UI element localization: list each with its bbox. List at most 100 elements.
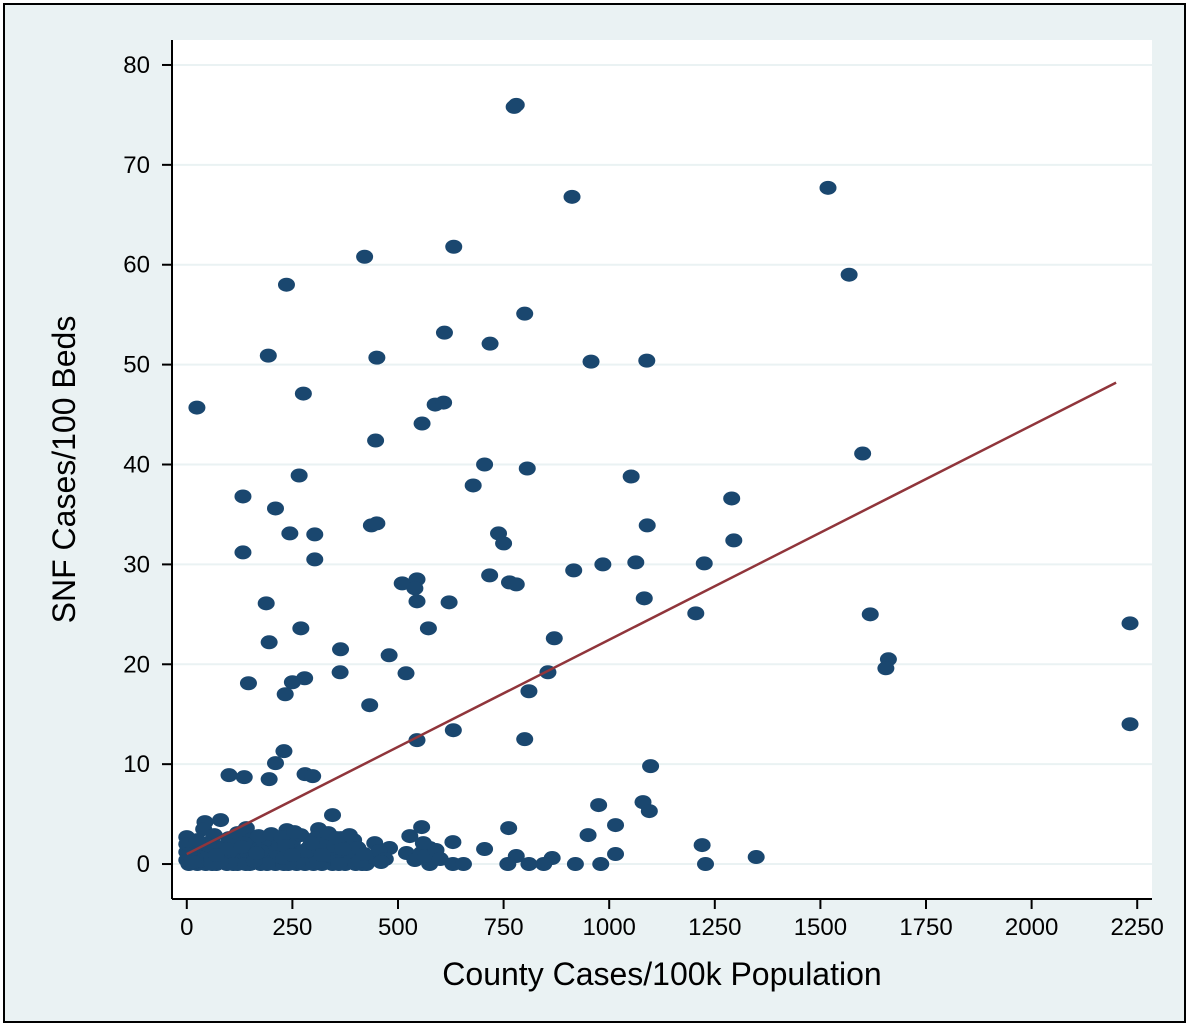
data-point xyxy=(1121,616,1139,631)
data-point xyxy=(313,848,331,863)
data-point xyxy=(747,850,765,865)
data-point xyxy=(260,635,278,650)
data-point xyxy=(266,756,284,771)
data-point xyxy=(188,400,206,415)
data-point xyxy=(697,857,715,872)
data-point xyxy=(368,350,386,365)
data-point xyxy=(840,267,858,282)
data-point xyxy=(582,354,600,369)
data-point xyxy=(638,518,656,533)
data-point xyxy=(444,835,462,850)
data-point xyxy=(520,857,538,872)
data-point xyxy=(594,557,612,572)
data-point xyxy=(292,621,310,636)
y-tick-label: 0 xyxy=(137,851,150,878)
data-point xyxy=(276,687,294,702)
data-point xyxy=(693,838,711,853)
scatter-chart: 0 10 20 30 40 50 60 70 80 0 250 500 750 1000 1250 1500… xyxy=(5,5,1184,1021)
data-point xyxy=(518,461,536,476)
data-point xyxy=(408,733,426,748)
data-point xyxy=(281,526,299,541)
data-point xyxy=(250,829,268,844)
data-point xyxy=(505,99,523,114)
data-point xyxy=(290,468,308,483)
data-point xyxy=(500,821,518,836)
data-point xyxy=(367,433,385,448)
data-point xyxy=(535,857,553,872)
y-tick-label: 30 xyxy=(123,551,150,578)
data-point xyxy=(332,642,350,657)
y-axis-ticks: 0 10 20 30 40 50 60 70 80 xyxy=(123,52,172,878)
data-point xyxy=(306,552,324,567)
data-point xyxy=(435,395,453,410)
data-point xyxy=(275,744,293,759)
data-point xyxy=(440,595,458,610)
data-point xyxy=(239,676,257,691)
data-point xyxy=(247,846,265,861)
chart-frame: 0 10 20 30 40 50 60 70 80 0 250 500 750 1000 1250 1500… xyxy=(3,3,1186,1023)
data-point xyxy=(355,847,373,862)
data-point xyxy=(413,416,431,431)
data-point xyxy=(435,325,453,340)
data-point xyxy=(306,527,324,542)
data-point xyxy=(445,239,463,254)
x-tick-label: 2000 xyxy=(1005,914,1058,941)
data-point xyxy=(188,833,206,848)
data-point xyxy=(444,723,462,738)
data-point xyxy=(368,516,386,531)
data-point xyxy=(257,596,275,611)
data-point xyxy=(184,855,202,870)
data-point xyxy=(234,489,252,504)
data-point xyxy=(563,189,581,204)
fitted-line xyxy=(186,381,1117,856)
x-tick-label: 1500 xyxy=(794,914,847,941)
data-point xyxy=(516,306,534,321)
data-point xyxy=(516,732,534,747)
data-point xyxy=(723,491,741,506)
data-point xyxy=(401,829,419,844)
x-tick-label: 0 xyxy=(180,914,193,941)
data-point xyxy=(356,249,374,264)
data-point xyxy=(635,591,653,606)
data-point xyxy=(414,836,432,851)
data-point xyxy=(330,857,348,872)
data-point xyxy=(266,501,284,516)
data-point xyxy=(283,675,301,690)
data-point xyxy=(1121,717,1139,732)
data-point xyxy=(695,556,713,571)
data-point xyxy=(260,772,278,787)
data-point xyxy=(627,555,645,570)
y-tick-label: 70 xyxy=(123,152,150,179)
data-point xyxy=(520,684,538,699)
y-tick-label: 60 xyxy=(123,252,150,279)
y-tick-label: 80 xyxy=(123,52,150,79)
data-point xyxy=(304,769,322,784)
data-point xyxy=(302,836,320,851)
data-point xyxy=(408,594,426,609)
data-point xyxy=(372,855,390,870)
data-point xyxy=(340,828,358,843)
data-point xyxy=(481,336,499,351)
data-point xyxy=(464,478,482,493)
data-point xyxy=(286,825,303,840)
data-point xyxy=(481,568,499,583)
x-tick-label: 1000 xyxy=(583,914,636,941)
data-point xyxy=(277,277,295,292)
plot-area xyxy=(172,40,1152,899)
x-tick-label: 750 xyxy=(484,914,524,941)
x-tick-label: 1750 xyxy=(899,914,952,941)
data-point xyxy=(380,648,398,663)
data-point xyxy=(687,606,705,621)
data-point xyxy=(607,847,625,862)
axes xyxy=(171,40,1152,900)
data-point xyxy=(638,353,656,368)
y-tick-label: 40 xyxy=(123,452,150,479)
data-point xyxy=(234,545,252,560)
data-point xyxy=(507,577,525,592)
x-tick-label: 1250 xyxy=(688,914,741,941)
data-point xyxy=(545,631,563,646)
data-point xyxy=(324,808,342,823)
data-point xyxy=(454,857,472,872)
data-point xyxy=(233,840,251,855)
y-tick-label: 20 xyxy=(123,651,150,678)
